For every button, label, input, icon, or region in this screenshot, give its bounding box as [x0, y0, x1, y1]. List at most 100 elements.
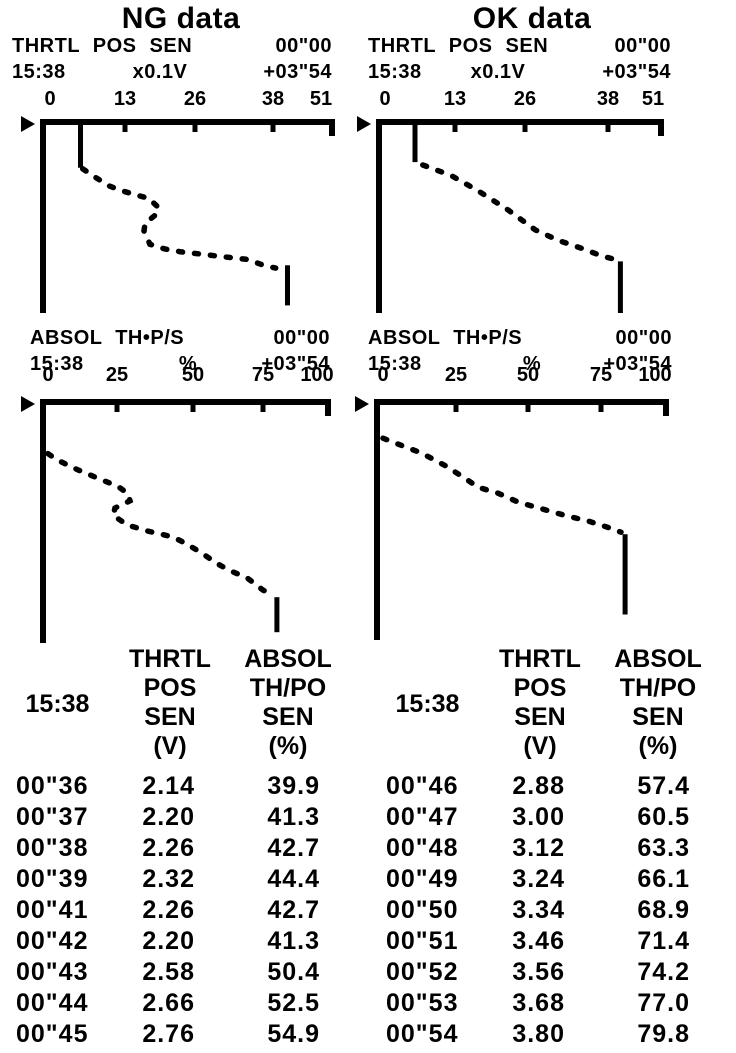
cell-percent: 50.4 — [267, 958, 320, 986]
cell-voltage: 3.00 — [512, 803, 565, 831]
table-header-percent: (%) — [268, 732, 308, 760]
cell-percent: 63.3 — [637, 834, 690, 862]
chart-axis — [40, 399, 331, 416]
ng-absol-clock: 15:38 — [30, 353, 84, 375]
cell-time: 00"51 — [386, 927, 459, 955]
cell-time: 00"54 — [386, 1020, 459, 1048]
ok-data-title: OK data — [472, 2, 592, 35]
ok-absol-window-end: +03"54 — [603, 353, 672, 375]
ng-data-title: NG data — [121, 2, 241, 35]
cell-time: 00"42 — [16, 927, 89, 955]
cell-percent: 74.2 — [637, 958, 690, 986]
ng-absol-tick-label: 50 — [181, 364, 205, 386]
ng-absol-chart-title: ABSOL TH•P/S — [30, 327, 185, 349]
cell-percent: 68.9 — [637, 896, 690, 924]
table-header-percent: TH/PO — [249, 674, 327, 702]
table-header-percent: SEN — [632, 703, 684, 731]
cell-percent: 52.5 — [267, 989, 320, 1017]
table-header-percent: (%) — [638, 732, 678, 760]
ng-absol-window-end: +03"54 — [261, 353, 330, 375]
ok-absol-unit: % — [522, 353, 542, 375]
ng-absol-tick-label: 100 — [300, 364, 334, 386]
cell-time: 00"47 — [386, 803, 459, 831]
ng-data-table: 15:38 THRTL POS SEN (V) ABSOL TH/PO SEN (%) 00"36… — [10, 645, 340, 1051]
table-header-voltage: SEN — [514, 703, 566, 731]
ng-absol-tick-label: 0 — [42, 364, 54, 386]
table-header-voltage: THRTL — [129, 645, 211, 673]
ok-thrtl-tick-label: 0 — [379, 88, 391, 110]
cell-time: 00"49 — [386, 865, 459, 893]
cell-voltage: 2.26 — [142, 834, 195, 862]
cell-percent: 79.8 — [637, 1020, 690, 1048]
ok-absol-chart-title: ABSOL TH•P/S — [368, 327, 523, 349]
ng-absol-tick-label: 25 — [105, 364, 129, 386]
ok-absol-window-start: 00"00 — [615, 327, 672, 349]
cell-time: 00"38 — [16, 834, 89, 862]
cell-time: 00"50 — [386, 896, 459, 924]
cell-percent: 44.4 — [267, 865, 320, 893]
table-header-percent: TH/PO — [619, 674, 697, 702]
ng-absol-window-start: 00"00 — [273, 327, 330, 349]
chart-trace-dashed — [420, 162, 618, 263]
cell-time: 00"39 — [16, 865, 89, 893]
trace-start-arrow-icon — [21, 396, 35, 412]
cell-percent: 66.1 — [637, 865, 690, 893]
table-header-voltage: POS — [513, 674, 567, 702]
cell-percent: 54.9 — [267, 1020, 320, 1048]
cell-voltage: 2.66 — [142, 989, 195, 1017]
cell-voltage: 3.34 — [512, 896, 565, 924]
cell-percent: 42.7 — [267, 834, 320, 862]
cell-time: 00"52 — [386, 958, 459, 986]
table-header-voltage: THRTL — [499, 645, 581, 673]
cell-percent: 60.5 — [637, 803, 690, 831]
table-header-percent: ABSOL — [244, 645, 332, 673]
ok-absol-clock: 15:38 — [368, 353, 422, 375]
cell-voltage: 3.12 — [512, 834, 565, 862]
cell-voltage: 2.20 — [142, 927, 195, 955]
ng-thrtl-clock: 15:38 — [12, 61, 66, 83]
cell-time: 00"36 — [16, 772, 89, 800]
cell-percent: 42.7 — [267, 896, 320, 924]
cell-voltage: 2.58 — [142, 958, 195, 986]
ok-absol-tick-label: 50 — [516, 364, 540, 386]
cell-voltage: 2.14 — [142, 772, 195, 800]
ok-thrtl-window-end: +03"54 — [602, 61, 671, 83]
cell-voltage: 2.26 — [142, 896, 195, 924]
ng-thrtl-tick-label: 51 — [309, 88, 333, 110]
ok-thrtl-chart-title: THRTL POS SEN — [368, 35, 549, 57]
cell-voltage: 2.88 — [512, 772, 565, 800]
cell-time: 00"46 — [386, 772, 459, 800]
ok-thrtl-tick-label: 13 — [443, 88, 467, 110]
trace-start-arrow-icon — [21, 116, 35, 132]
cell-percent: 41.3 — [267, 927, 320, 955]
cell-time: 00"53 — [386, 989, 459, 1017]
table-header-voltage: POS — [143, 674, 197, 702]
cell-percent: 41.3 — [267, 803, 320, 831]
ng-thrtl-tick-label: 13 — [113, 88, 137, 110]
chart-axis — [374, 399, 669, 416]
cell-voltage: 3.68 — [512, 989, 565, 1017]
cell-voltage: 3.24 — [512, 865, 565, 893]
ok-thrtl-tick-label: 26 — [513, 88, 537, 110]
chart-axis — [40, 119, 335, 136]
cell-voltage: 3.46 — [512, 927, 565, 955]
ok-thrtl-unit: x0.1V — [470, 61, 526, 83]
cell-percent: 77.0 — [637, 989, 690, 1017]
cell-percent: 71.4 — [637, 927, 690, 955]
table-header-voltage: (V) — [153, 732, 187, 760]
table-header-percent: SEN — [262, 703, 314, 731]
cell-time: 00"45 — [16, 1020, 89, 1048]
cell-percent: 39.9 — [267, 772, 320, 800]
table-header-time: 15:38 — [395, 690, 460, 718]
cell-voltage: 2.76 — [142, 1020, 195, 1048]
ng-thrtl-window-end: +03"54 — [263, 61, 332, 83]
chart-trace-dashed — [79, 166, 279, 271]
table-header-voltage: (V) — [523, 732, 557, 760]
cell-voltage: 2.32 — [142, 865, 195, 893]
cell-time: 00"48 — [386, 834, 459, 862]
cell-voltage: 2.20 — [142, 803, 195, 831]
chart-trace-dashed — [45, 450, 275, 598]
ng-thrtl-tick-label: 26 — [183, 88, 207, 110]
cell-percent: 57.4 — [637, 772, 690, 800]
